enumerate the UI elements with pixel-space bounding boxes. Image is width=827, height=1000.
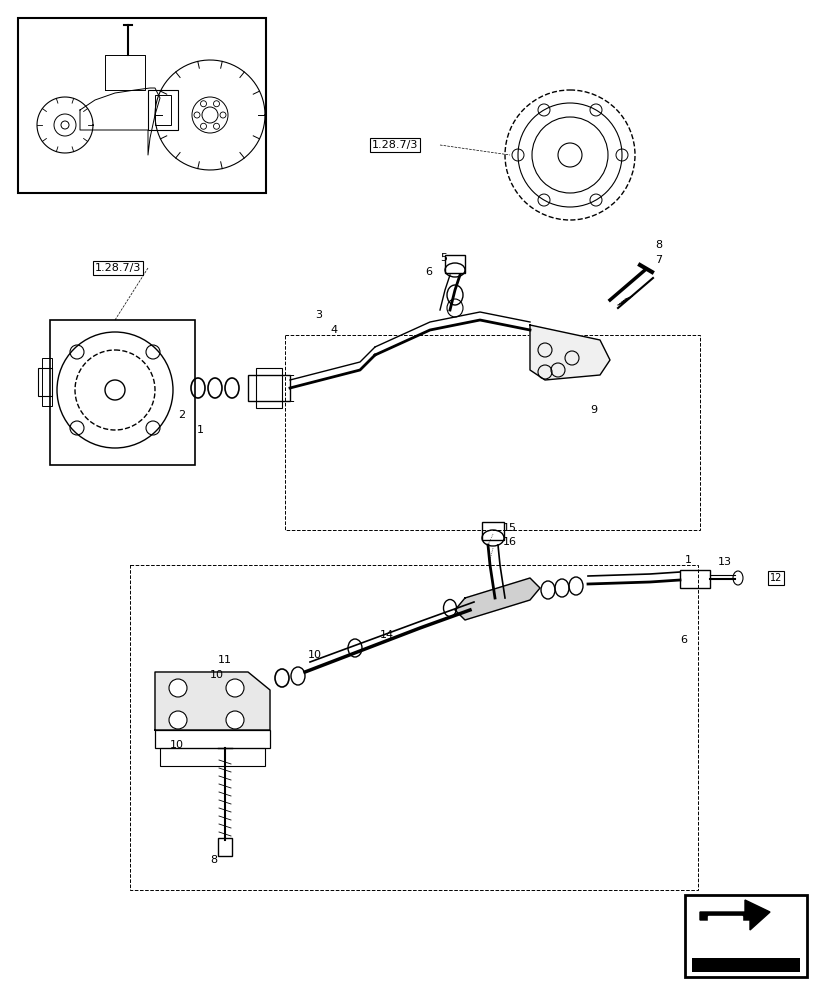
- Text: 8: 8: [654, 240, 662, 250]
- Bar: [218, 838, 232, 856]
- Text: 11: 11: [218, 655, 232, 665]
- Circle shape: [169, 711, 187, 729]
- Bar: [248, 375, 289, 401]
- Bar: [481, 522, 504, 540]
- Text: 6: 6: [424, 267, 432, 277]
- Text: 15: 15: [502, 523, 516, 533]
- Text: 10: 10: [210, 670, 224, 680]
- Bar: [444, 255, 465, 273]
- Circle shape: [226, 711, 244, 729]
- Bar: [42, 358, 52, 406]
- Bar: [18, 18, 265, 193]
- Text: 6: 6: [679, 635, 686, 645]
- Polygon shape: [455, 578, 539, 620]
- Text: 8: 8: [210, 855, 217, 865]
- Text: 3: 3: [314, 310, 322, 320]
- Bar: [684, 895, 806, 977]
- Text: 1: 1: [197, 425, 203, 435]
- Text: 1.28.7/3: 1.28.7/3: [371, 140, 418, 150]
- Polygon shape: [529, 325, 609, 380]
- Text: 4: 4: [330, 325, 337, 335]
- Bar: [687, 897, 803, 975]
- Bar: [50, 320, 195, 465]
- Bar: [256, 368, 282, 408]
- Bar: [679, 570, 709, 588]
- Text: 10: 10: [170, 740, 184, 750]
- Bar: [691, 958, 799, 972]
- Circle shape: [226, 679, 244, 697]
- Bar: [148, 90, 178, 130]
- Bar: [160, 748, 265, 766]
- Bar: [38, 368, 52, 396]
- Text: 13: 13: [717, 557, 731, 567]
- Text: 16: 16: [502, 537, 516, 547]
- Bar: [155, 95, 171, 125]
- Text: 1: 1: [684, 555, 691, 565]
- Bar: [155, 730, 270, 748]
- Text: 5: 5: [439, 253, 447, 263]
- Text: 10: 10: [308, 650, 322, 660]
- Text: 9: 9: [590, 405, 596, 415]
- Text: 2: 2: [178, 410, 185, 420]
- Polygon shape: [707, 916, 741, 922]
- Bar: [130, 565, 697, 890]
- Text: 14: 14: [380, 630, 394, 640]
- Circle shape: [169, 679, 187, 697]
- Text: 7: 7: [654, 255, 662, 265]
- Text: 1.28.7/3: 1.28.7/3: [95, 263, 141, 273]
- Polygon shape: [699, 900, 769, 930]
- Polygon shape: [155, 672, 270, 730]
- Bar: [284, 335, 699, 530]
- Text: 12: 12: [769, 573, 782, 583]
